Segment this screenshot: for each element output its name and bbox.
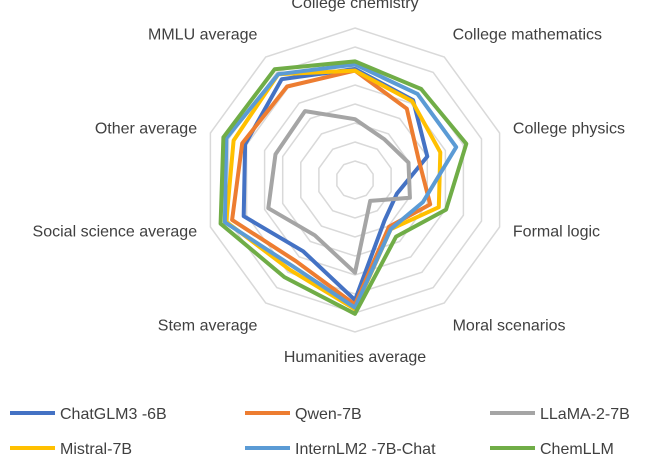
axis-label-moral-scenarios: Moral scenarios: [453, 317, 566, 334]
legend-label-chatglm3-6b: ChatGLM3 -6B: [60, 406, 167, 423]
grid-ring: [209, 27, 501, 333]
axis-label-social-science-average: Social science average: [33, 223, 198, 240]
legend-label-internlm2-7b-chat: InternLM2 -7B-Chat: [295, 441, 436, 458]
grid-ring: [336, 160, 374, 200]
series-line-chemllm: [218, 59, 469, 316]
radar-series: [218, 59, 469, 316]
grid-ring: [300, 122, 410, 238]
legend-label-llama-2-7b: LLaMA-2-7B: [540, 406, 630, 423]
axis-label-college-chemistry: College chemistry: [291, 0, 418, 12]
series-line-llama-2-7b: [266, 109, 412, 275]
axis-label-humanities-average: Humanities average: [284, 349, 426, 366]
axis-label-college-physics: College physics: [513, 121, 625, 138]
series-line-internlm2-7b-chat: [222, 62, 459, 310]
axis-label-other-average: Other average: [95, 121, 197, 138]
legend-label-chemllm: ChemLLM: [540, 441, 614, 458]
legend-label-qwen-7b: Qwen-7B: [295, 406, 362, 423]
axis-label-formal-logic: Formal logic: [513, 223, 600, 240]
grid-ring: [281, 103, 429, 257]
legend-label-mistral-7b: Mistral-7B: [60, 441, 132, 458]
axis-label-stem-average: Stem average: [158, 317, 258, 334]
axis-label-mmlu-average: MMLU average: [148, 27, 257, 44]
axis-label-college-mathematics: College mathematics: [453, 27, 602, 44]
legend: ChatGLM3 -6B Qwen-7B LLaMA-2-7B Mistral-7B I…: [10, 406, 630, 458]
axis-labels: College chemistry College mathematics Coll…: [33, 0, 625, 366]
grid-ring: [318, 141, 392, 219]
grid-ring: [263, 84, 447, 276]
